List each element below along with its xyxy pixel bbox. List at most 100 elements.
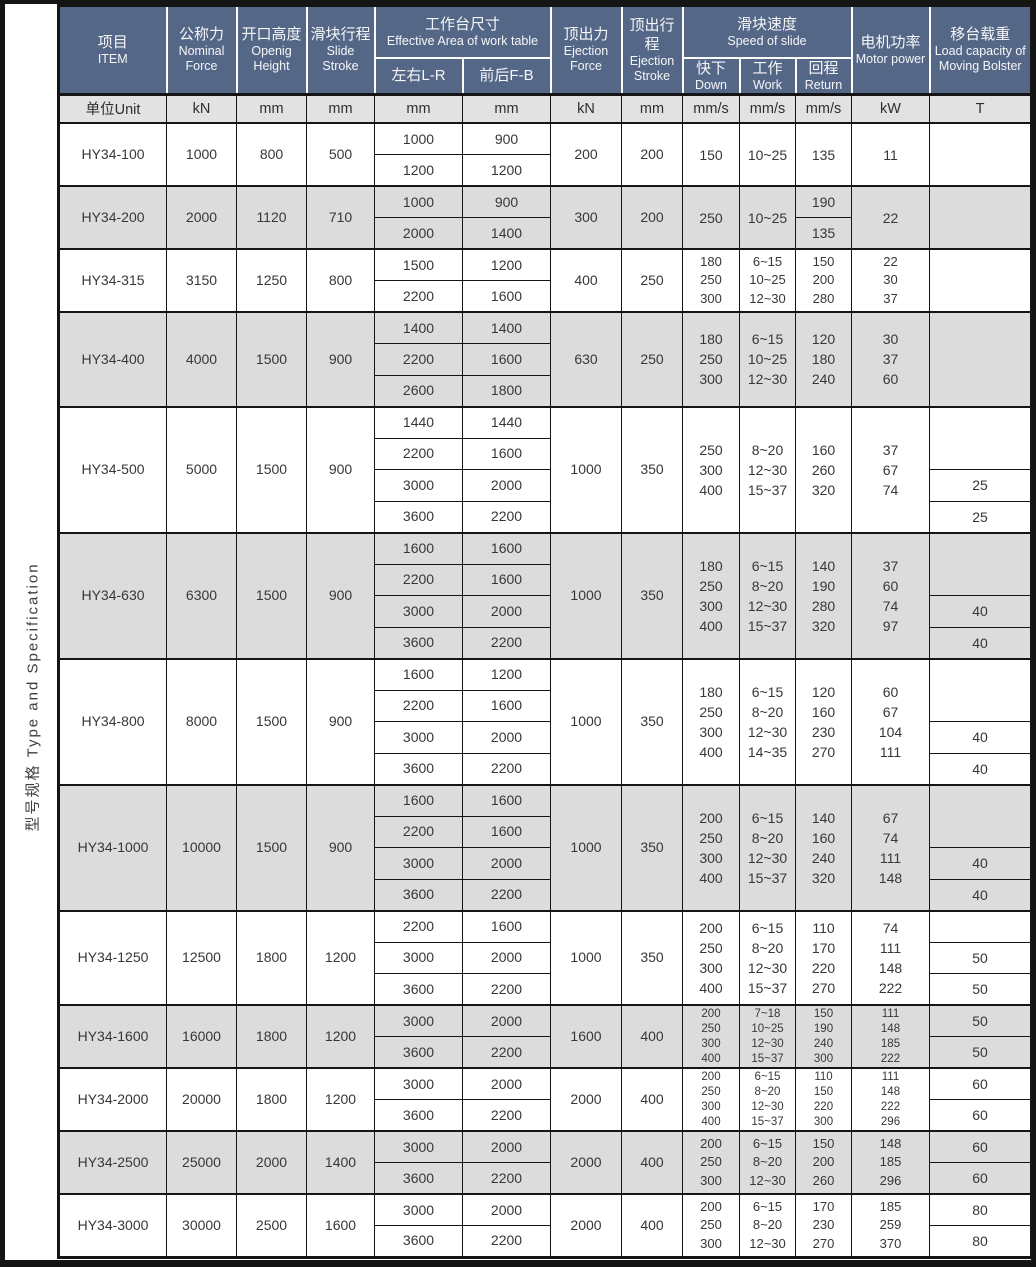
table-row: 3600 2200 40: [59, 752, 1032, 785]
speed-down-cell: 150: [682, 122, 740, 187]
unit-cell: kN: [166, 92, 237, 124]
stacked-value: 111: [879, 939, 902, 956]
nominal-force-cell: 10000: [166, 783, 237, 911]
ejection-stroke-cell: 400: [621, 1193, 683, 1258]
header-label-zh: 工作: [752, 59, 783, 77]
worktable-fb-cell: 2200: [462, 878, 551, 911]
ejection-force-cell: 200: [550, 122, 622, 187]
stacked-value: 111: [881, 1007, 900, 1020]
spec-table-body: HY34-100 1000 800 500 1000 900 200 200 150 10~25 1…: [58, 122, 1032, 1258]
stacked-value: 300: [699, 597, 723, 614]
ejection-force-cell: 1000: [550, 783, 622, 911]
stacked-value: 6~15: [751, 557, 784, 574]
worktable-lr-cell: 3000: [374, 1067, 463, 1100]
load-capacity-cell: 80: [929, 1193, 1032, 1226]
stacked-value: 250: [701, 1022, 721, 1035]
load-capacity-cell: 40: [929, 847, 1032, 880]
stacked-value: 400: [699, 979, 723, 996]
table-row: HY34-200 2000 1120 710 1000 900 300 200 250 10~25…: [58, 185, 1032, 250]
table-row: HY34-315 3150 1250 800 1500 1200 400 250 180 250 3…: [58, 248, 1032, 313]
stacked-value: 240: [813, 1037, 834, 1050]
speed-down-cell: 180 250 300 400: [682, 657, 740, 785]
ejection-force-cell: 1000: [550, 405, 622, 533]
stacked-value: 6~15: [751, 683, 784, 700]
opening-height-cell: 1800: [236, 1004, 307, 1069]
stacked-value: 60: [972, 1107, 988, 1123]
header-label-zh: 快下: [695, 59, 726, 77]
opening-height-cell: 1500: [236, 531, 307, 659]
stacked-value: 180: [699, 331, 723, 348]
model-cell: HY34-3000: [58, 1193, 167, 1258]
col-header-ejection-stroke: 顶出行程 Ejection Stroke: [620, 4, 684, 95]
worktable-lr-cell: 3000: [374, 1193, 463, 1226]
stacked-value: 15~37: [747, 617, 788, 634]
worktable-lr-cell: 2200: [374, 563, 463, 596]
worktable-lr-cell: 3600: [374, 1099, 463, 1132]
stacked-value: 22: [882, 209, 899, 226]
speed-work-cell: 6~15 8~20 12~30 15~37: [739, 909, 796, 1006]
opening-height-cell: 1800: [236, 909, 307, 1006]
stacked-value: 30: [883, 272, 898, 288]
speed-down-cell: 180 250 300: [682, 248, 740, 313]
ejection-force-cell: 2000: [550, 1067, 622, 1132]
stacked-value: 10~25: [747, 209, 788, 226]
speed-return-cell: 135: [795, 122, 852, 187]
header-label-zh: 回程: [808, 59, 839, 77]
unit-cell: T: [929, 92, 1032, 124]
header-label-en: Ejection Stroke: [629, 53, 675, 83]
nominal-force-cell: 5000: [166, 405, 237, 533]
ejection-force-cell: 2000: [550, 1130, 622, 1195]
stacked-value: 300: [700, 290, 722, 306]
load-capacity-cell: 40: [929, 752, 1032, 785]
stacked-value: 400: [701, 1052, 721, 1065]
motor-power-cell: 111 148 222 296: [851, 1067, 930, 1132]
stacked-value: 200: [812, 272, 835, 288]
model-cell: HY34-2500: [58, 1130, 167, 1195]
stacked-value: 190: [813, 1022, 834, 1035]
stacked-value: 300: [700, 1172, 722, 1188]
nominal-force-cell: 2000: [166, 185, 237, 250]
speed-down-cell: 250: [682, 185, 740, 250]
stacked-value: 300: [700, 1235, 722, 1251]
worktable-fb-cell: 2000: [462, 847, 551, 880]
stacked-value: 270: [811, 743, 836, 760]
worktable-fb-cell: 1400: [462, 311, 551, 344]
table-row: 3600 2200 80: [59, 1225, 1032, 1258]
stacked-value: 180: [699, 683, 723, 700]
col-header-speed-down: 快下 Down: [681, 56, 741, 95]
stacked-value: 180: [699, 557, 723, 574]
col-header-worktable-group: 工作台尺寸 Effective Area of work table: [373, 4, 552, 59]
ejection-stroke-cell: 350: [621, 657, 683, 785]
worktable-lr-cell: 2200: [374, 909, 463, 943]
stacked-value: 400: [701, 1115, 721, 1128]
stacked-value: 259: [879, 1217, 902, 1232]
slide-stroke-cell: 1200: [306, 909, 375, 1006]
worktable-fb-cell: 2000: [462, 721, 551, 754]
model-cell: HY34-200: [58, 185, 167, 250]
load-capacity-cell: 60: [929, 1099, 1032, 1132]
worktable-lr-cell: 2200: [374, 815, 463, 848]
worktable-fb-cell: 1600: [462, 280, 551, 313]
stacked-value: 200: [699, 919, 723, 936]
stacked-value: 15~37: [747, 869, 788, 886]
speed-down-cell: 200 250 300: [682, 1193, 740, 1258]
stacked-value: 74: [882, 919, 899, 936]
speed-return-cell: 120 160 230 270: [795, 657, 852, 785]
header-row-sub: 左右L-R 前后F-B 快下 Down 工作 Work 回程: [59, 56, 1032, 95]
stacked-value: 25: [972, 477, 988, 494]
ejection-force-cell: 400: [550, 248, 622, 313]
speed-work-cell: 7~18 10~25 12~30 15~37: [739, 1004, 796, 1069]
stacked-value: 220: [811, 959, 836, 976]
worktable-lr-cell: 1440: [374, 405, 463, 439]
speed-return-cell: 120 180 240: [795, 311, 852, 407]
motor-power-cell: 60 67 104 111: [851, 657, 930, 785]
col-header-item: 项目 ITEM: [57, 4, 168, 95]
nominal-force-cell: 25000: [166, 1130, 237, 1195]
worktable-fb-cell: 2000: [462, 1067, 551, 1100]
header-label-en: ITEM: [97, 51, 128, 66]
nominal-force-cell: 3150: [166, 248, 237, 313]
stacked-value: 6~15: [752, 253, 783, 269]
speed-work-cell: 8~20 12~30 15~37: [739, 405, 796, 533]
specification-table: 项目 ITEM 公称力 Nominal Force 开口高度 Openig He…: [57, 4, 1033, 1259]
worktable-lr-cell: 2200: [374, 343, 463, 376]
